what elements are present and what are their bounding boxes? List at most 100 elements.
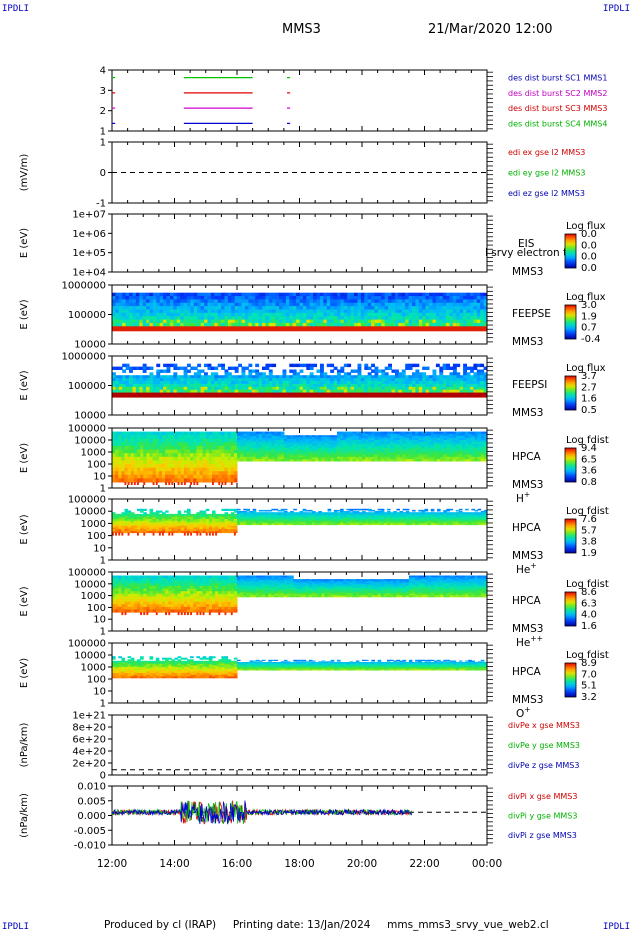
feepsi-heatmap-cell: [227, 383, 232, 388]
hpca_h-heatmap-cell: [215, 474, 219, 479]
eis-colorbar-tick-label: 0.0: [581, 240, 597, 251]
hpca_h-heatmap-cell: [299, 440, 304, 443]
hpca_he1-heatmap-cell: [262, 514, 266, 516]
hpca_h-heatmap-cell: [418, 437, 422, 441]
hpca_h-heatmap-cell: [474, 452, 479, 456]
hpca_he1-heatmap-cell: [199, 519, 204, 522]
hpca_h-heatmap-cell: [215, 460, 219, 465]
hpca_h-heatmap-cell: [308, 449, 313, 453]
hpca_he1-heatmap-cell: [162, 519, 166, 522]
hpca_he1-heatmap-cell: [265, 523, 269, 526]
hpca_h-heatmap-cell: [374, 435, 379, 439]
feepsi-heatmap-cell: [412, 372, 416, 376]
feepse-heatmap-cell: [449, 312, 454, 317]
feepse-heatmap-cell: [452, 316, 457, 321]
feepsi-heatmap-cell: [166, 363, 171, 368]
hpca_h-heatmap-cell: [212, 474, 216, 479]
hpca_h-heatmap-cell: [421, 450, 425, 454]
feepse-heatmap-cell: [112, 312, 116, 317]
hpca_h-y-tick-label: 10: [93, 472, 106, 483]
hpca_he1-heatmap-cell: [224, 508, 229, 511]
feepsi-heatmap-cell: [159, 383, 164, 388]
feepsi-heatmap-cell: [381, 369, 386, 373]
hpca_h-heatmap-cell: [452, 458, 457, 462]
feepsi-colorbar-tick-label: 0.5: [581, 405, 597, 416]
hpca_he1-heatmap-cell: [230, 519, 235, 522]
feepsi-heatmap-cell: [132, 389, 137, 394]
hpca_h-heatmap-cell: [268, 435, 272, 439]
hpca_h-heatmap-cell: [155, 446, 160, 451]
hpca_h-heatmap-cell: [458, 440, 463, 443]
hpca_h-heatmap-cell: [180, 442, 185, 447]
hpca_h-heatmap-cell: [230, 449, 235, 454]
feepse-heatmap-cell: [159, 316, 164, 321]
feepse-heatmap-cell: [132, 312, 137, 317]
feepse-heatmap-cell: [309, 309, 314, 314]
feepse-heatmap-cell: [343, 316, 348, 321]
hpca_h-heatmap-cell: [383, 448, 388, 451]
hpca_h-heatmap-cell: [437, 450, 441, 454]
hpca_h-heatmap-cell: [221, 449, 225, 454]
feepsi-heatmap-cell: [163, 383, 167, 388]
feepse-heatmap-cell: [265, 316, 270, 321]
feepsi-heatmap-cell: [350, 381, 355, 385]
hpca_he1-heatmap-cell: [240, 522, 244, 524]
hpca_h-heatmap-cell: [390, 433, 394, 437]
feepsi-heatmap-cell: [374, 369, 379, 373]
hpca_h-heatmap-cell: [199, 474, 204, 479]
feepsi-heatmap-cell: [142, 363, 147, 368]
feepse-heatmap-cell: [418, 292, 423, 297]
hpca_h-heatmap-cell: [249, 431, 254, 435]
feepse-heatmap-cell: [224, 306, 229, 310]
hpca_he1-heatmap-cell: [237, 520, 241, 522]
hpca_h-heatmap-cell: [118, 449, 122, 454]
hpca_he1-heatmap-cell: [271, 519, 275, 521]
feepsi-heatmap-cell: [210, 378, 215, 382]
hpca_h-heatmap-cell: [243, 442, 247, 445]
feepse-heatmap-cell: [422, 316, 427, 321]
feepsi-heatmap-cell: [176, 366, 181, 370]
hpca_h-heatmap-cell: [171, 453, 175, 458]
feepse-heatmap-cell: [395, 316, 399, 321]
hpca_h-heatmap-cell: [118, 431, 122, 436]
hpca_h-heatmap-cell: [302, 459, 307, 462]
hpca_h-heatmap-cell: [237, 433, 241, 437]
feepse-heatmap-cell: [313, 312, 317, 317]
hpca_h-heatmap-cell: [462, 450, 466, 454]
hpca_he1-heatmap-cell: [112, 530, 116, 534]
feepse-heatmap-cell: [200, 316, 205, 321]
feepsi-heatmap-cell: [330, 389, 335, 394]
hpca_h-heatmap-cell: [333, 438, 338, 442]
hpca_h-heatmap-cell: [208, 438, 213, 443]
feepsi-heatmap-cell: [425, 386, 430, 391]
feepse-heatmap-cell: [251, 322, 256, 327]
hpca_h-heatmap-cell: [137, 438, 141, 443]
hpca_he1-heatmap-cell: [121, 517, 125, 520]
feepsi-heatmap-cell: [197, 369, 202, 373]
hpca_he1-heatmap-cell: [137, 530, 141, 534]
hpca_h-heatmap-cell: [349, 454, 354, 458]
feepse-heatmap-cell: [425, 299, 430, 304]
hpca_h-heatmap-cell: [437, 437, 441, 441]
hpca_h-heatmap-cell: [227, 435, 232, 440]
feepse-heatmap-cell: [333, 302, 338, 307]
hpca_he1-heatmap-cell: [118, 520, 122, 523]
hpca_h-heatmap-cell: [277, 454, 282, 458]
hpca_h-heatmap-cell: [162, 435, 166, 440]
hpca_he1-heatmap-cell: [224, 527, 229, 530]
feepsi-heatmap-cell: [405, 375, 410, 379]
feepsi-heatmap-cell: [217, 378, 222, 382]
hpca_h-colorbar-tick-label: 3.6: [581, 466, 597, 477]
feepse-heatmap-cell: [159, 302, 164, 307]
hpca_h-heatmap-cell: [230, 446, 235, 451]
feepse-heatmap-cell: [268, 316, 273, 321]
hpca_he1-heatmap-cell: [130, 520, 135, 523]
hpca_h-heatmap-cell: [408, 450, 413, 454]
hpca_h-heatmap-cell: [271, 440, 275, 443]
feepse-heatmap-cell: [262, 302, 266, 307]
feepsi-heatmap-cell: [391, 378, 396, 382]
hpca_he1-heatmap-cell: [124, 529, 129, 532]
feepse-heatmap-cell: [309, 306, 314, 310]
hpca_he1-heatmap-cell: [187, 527, 191, 530]
feepsi-heatmap-cell: [125, 381, 130, 385]
